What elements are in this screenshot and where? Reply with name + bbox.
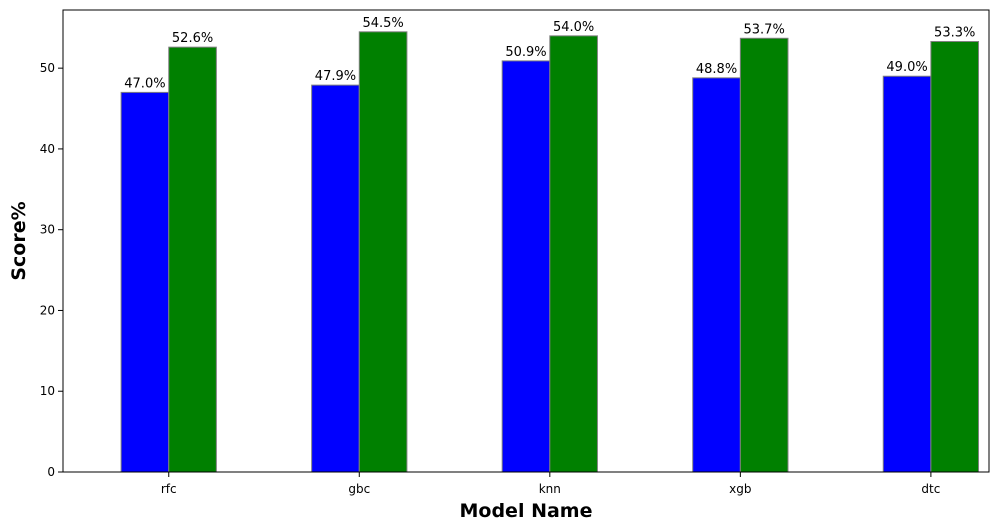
x-axis-title: Model Name: [460, 500, 593, 522]
y-tick-label: 30: [40, 223, 55, 237]
data-label-dtc-series-1: 49.0%: [886, 60, 927, 75]
x-tick-label: knn: [539, 482, 561, 496]
data-label-gbc-series-1: 47.9%: [315, 69, 356, 84]
bar-rfc-series-1: [120, 91, 170, 473]
y-axis: 0 10 20 30 40 50: [40, 61, 63, 479]
bar-xgb-series-2: [739, 37, 789, 473]
x-axis: rfc gbc knn xgb dtc: [161, 472, 940, 496]
bar-gbc-series-1: [311, 84, 360, 473]
x-tick-label: dtc: [921, 482, 940, 496]
bar-knn-series-2: [549, 35, 598, 473]
data-label-xgb-series-2: 53.7%: [744, 22, 785, 37]
data-labels-layer: 47.0% 47.9% 50.9% 48.8% 49.0% 52.6% 54.5% 54.0%…: [124, 16, 975, 92]
x-tick-label: gbc: [348, 482, 370, 496]
plot-frame: [62, 9, 990, 473]
y-tick-label: 0: [47, 465, 55, 479]
y-tick-label: 50: [40, 61, 55, 75]
data-label-rfc-series-1: 47.0%: [124, 76, 165, 91]
y-axis-title: Score%: [8, 201, 30, 280]
bar-gbc-series-2: [358, 31, 408, 473]
bar-xgb-series-1: [692, 77, 741, 473]
data-label-gbc-series-2: 54.5%: [362, 16, 403, 31]
data-label-dtc-series-2: 53.3%: [934, 26, 975, 41]
data-label-xgb-series-1: 48.8%: [696, 62, 737, 77]
data-label-knn-series-1: 50.9%: [505, 45, 546, 60]
data-label-knn-series-2: 54.0%: [553, 20, 594, 35]
bar-knn-series-1: [501, 60, 551, 473]
bar-dtc-series-2: [930, 41, 980, 473]
x-tick-label: rfc: [161, 482, 177, 496]
data-label-rfc-series-2: 52.6%: [172, 31, 213, 46]
y-tick-label: 20: [40, 303, 55, 317]
y-tick-label: 40: [40, 142, 55, 156]
bars-layer: [120, 31, 980, 473]
x-tick-label: xgb: [729, 482, 751, 496]
y-tick-label: 10: [40, 384, 55, 398]
bar-rfc-series-2: [168, 46, 217, 473]
bar-dtc-series-1: [882, 75, 932, 473]
